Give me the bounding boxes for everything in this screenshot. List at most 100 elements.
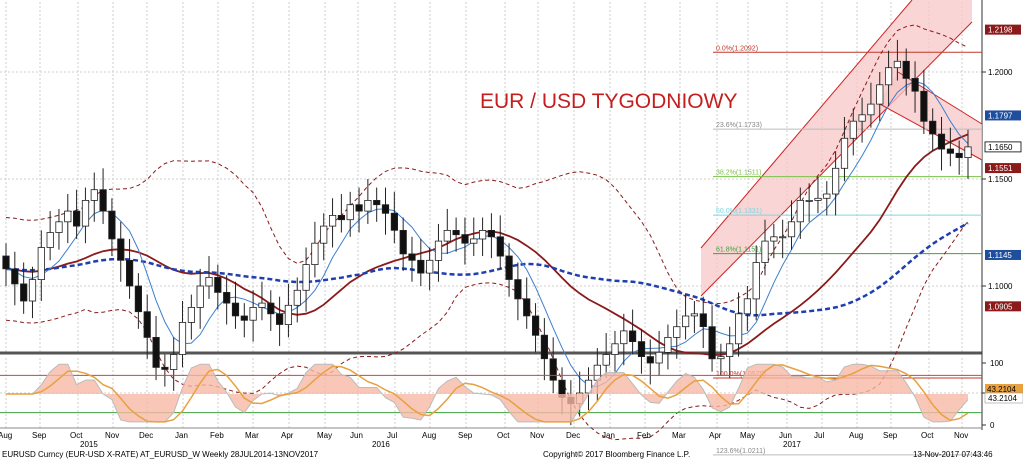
rising-channel-upper xyxy=(700,0,913,249)
candle-body xyxy=(779,236,787,239)
month-label: Aug xyxy=(0,431,12,440)
candle-body xyxy=(275,313,284,325)
candle-body xyxy=(408,253,416,261)
oscillator-value-label: 43.2104 xyxy=(987,385,1016,394)
candle-body xyxy=(126,259,134,287)
candle-body xyxy=(805,199,813,202)
candle-body xyxy=(902,60,910,79)
candle-body xyxy=(505,255,513,280)
axis-tick-label: 1.1000 xyxy=(988,282,1013,291)
candle-body xyxy=(964,146,972,158)
price-label-box xyxy=(985,110,1021,121)
footer: EURUSD Curncy (EUR-USD X-RATE) AT_EURUSD… xyxy=(0,449,1023,461)
candle-body xyxy=(814,197,822,201)
candle-body xyxy=(108,210,116,240)
candle-body xyxy=(152,336,160,368)
candle-body xyxy=(937,133,946,150)
month-label: Mar xyxy=(672,431,686,440)
candlesticks xyxy=(2,39,972,426)
month-label: Jun xyxy=(779,431,792,440)
year-label: 2015 xyxy=(80,440,98,449)
candle-body xyxy=(717,356,725,360)
candle-body xyxy=(876,84,884,105)
candle-body xyxy=(443,229,451,242)
month-label: Feb xyxy=(210,431,224,440)
candle-body xyxy=(955,152,963,159)
candle-body xyxy=(320,225,328,244)
fib-label: 38.2%(1.1511) xyxy=(716,170,761,177)
candle-body xyxy=(699,313,707,327)
month-label: Apr xyxy=(281,431,294,440)
candle-body xyxy=(673,326,681,338)
candle-body xyxy=(364,199,372,212)
month-label: Jul xyxy=(814,431,824,440)
month-label: Aug xyxy=(422,431,436,440)
candle-body xyxy=(637,341,646,358)
candle-body xyxy=(858,114,866,122)
candle-body xyxy=(196,285,204,308)
candle-body xyxy=(726,343,734,357)
candle-body xyxy=(911,78,919,92)
candle-body xyxy=(885,67,893,86)
candle-body xyxy=(11,268,19,285)
month-label: Oct xyxy=(70,431,83,440)
candle-body xyxy=(81,199,90,227)
rising-channel-lower xyxy=(700,21,973,297)
oscillator-line xyxy=(6,363,969,423)
candle-body xyxy=(540,334,549,360)
candle-body xyxy=(823,193,831,199)
ma-lightblue-line xyxy=(5,80,969,388)
month-label: May xyxy=(317,431,332,440)
month-label: Nov xyxy=(530,431,544,440)
price-label: 1.1551 xyxy=(988,164,1013,173)
candle-body xyxy=(417,259,425,274)
month-label: Jan xyxy=(175,431,188,440)
candle-body xyxy=(523,298,531,317)
candle-body xyxy=(187,306,195,323)
candle-body xyxy=(761,240,769,263)
candle-body xyxy=(249,306,257,321)
upper-band xyxy=(5,24,969,305)
candle-body xyxy=(328,214,337,227)
month-label: Nov xyxy=(105,431,119,440)
price-label-box xyxy=(985,249,1021,260)
candle-body xyxy=(240,315,248,321)
footer-copyright: Copyright© 2017 Bloomberg Finance L.P. xyxy=(543,450,691,459)
price-label-box xyxy=(984,141,1022,153)
price-label: 1.0905 xyxy=(988,302,1013,311)
candle-body xyxy=(55,221,63,233)
candle-body xyxy=(920,90,928,122)
candle-body xyxy=(478,229,487,240)
candle-body xyxy=(434,240,443,261)
candle-body xyxy=(743,298,752,315)
price-label: 1.1650 xyxy=(988,143,1013,152)
month-label: May xyxy=(740,431,755,440)
footer-source: EURUSD Curncy (EUR-USD X-RATE) AT_EURUSD… xyxy=(2,450,319,459)
candle-body xyxy=(682,315,690,328)
fib-label: 123.6%(1.0211) xyxy=(716,448,765,455)
candle-body xyxy=(37,247,45,280)
year-label: 2016 xyxy=(372,440,390,449)
month-label: Oct xyxy=(497,431,510,440)
oscillator-tick-label: 100 xyxy=(990,359,1004,368)
candle-body xyxy=(532,315,540,336)
candle-body xyxy=(646,356,654,364)
month-label: Oct xyxy=(921,431,934,440)
oscillator-signal xyxy=(6,364,969,423)
candle-body xyxy=(373,199,381,206)
fib-label: 50.0%(1.1331) xyxy=(716,208,762,215)
candle-body xyxy=(117,238,125,261)
candle-body xyxy=(46,232,54,248)
footer-timestamp: 13-Nov-2017 07:43:46 xyxy=(913,450,993,459)
candle-body xyxy=(752,262,760,300)
candle-body xyxy=(2,255,10,270)
candle-body xyxy=(311,242,319,265)
axis-tick-label: 1.1500 xyxy=(988,175,1013,184)
oscillator-value-label: 43.2104 xyxy=(988,394,1017,403)
month-label: Sep xyxy=(883,431,898,440)
candle-body xyxy=(470,238,478,244)
month-label: Jul xyxy=(387,431,397,440)
candle-body xyxy=(381,204,390,214)
month-label: Sep xyxy=(32,431,47,440)
